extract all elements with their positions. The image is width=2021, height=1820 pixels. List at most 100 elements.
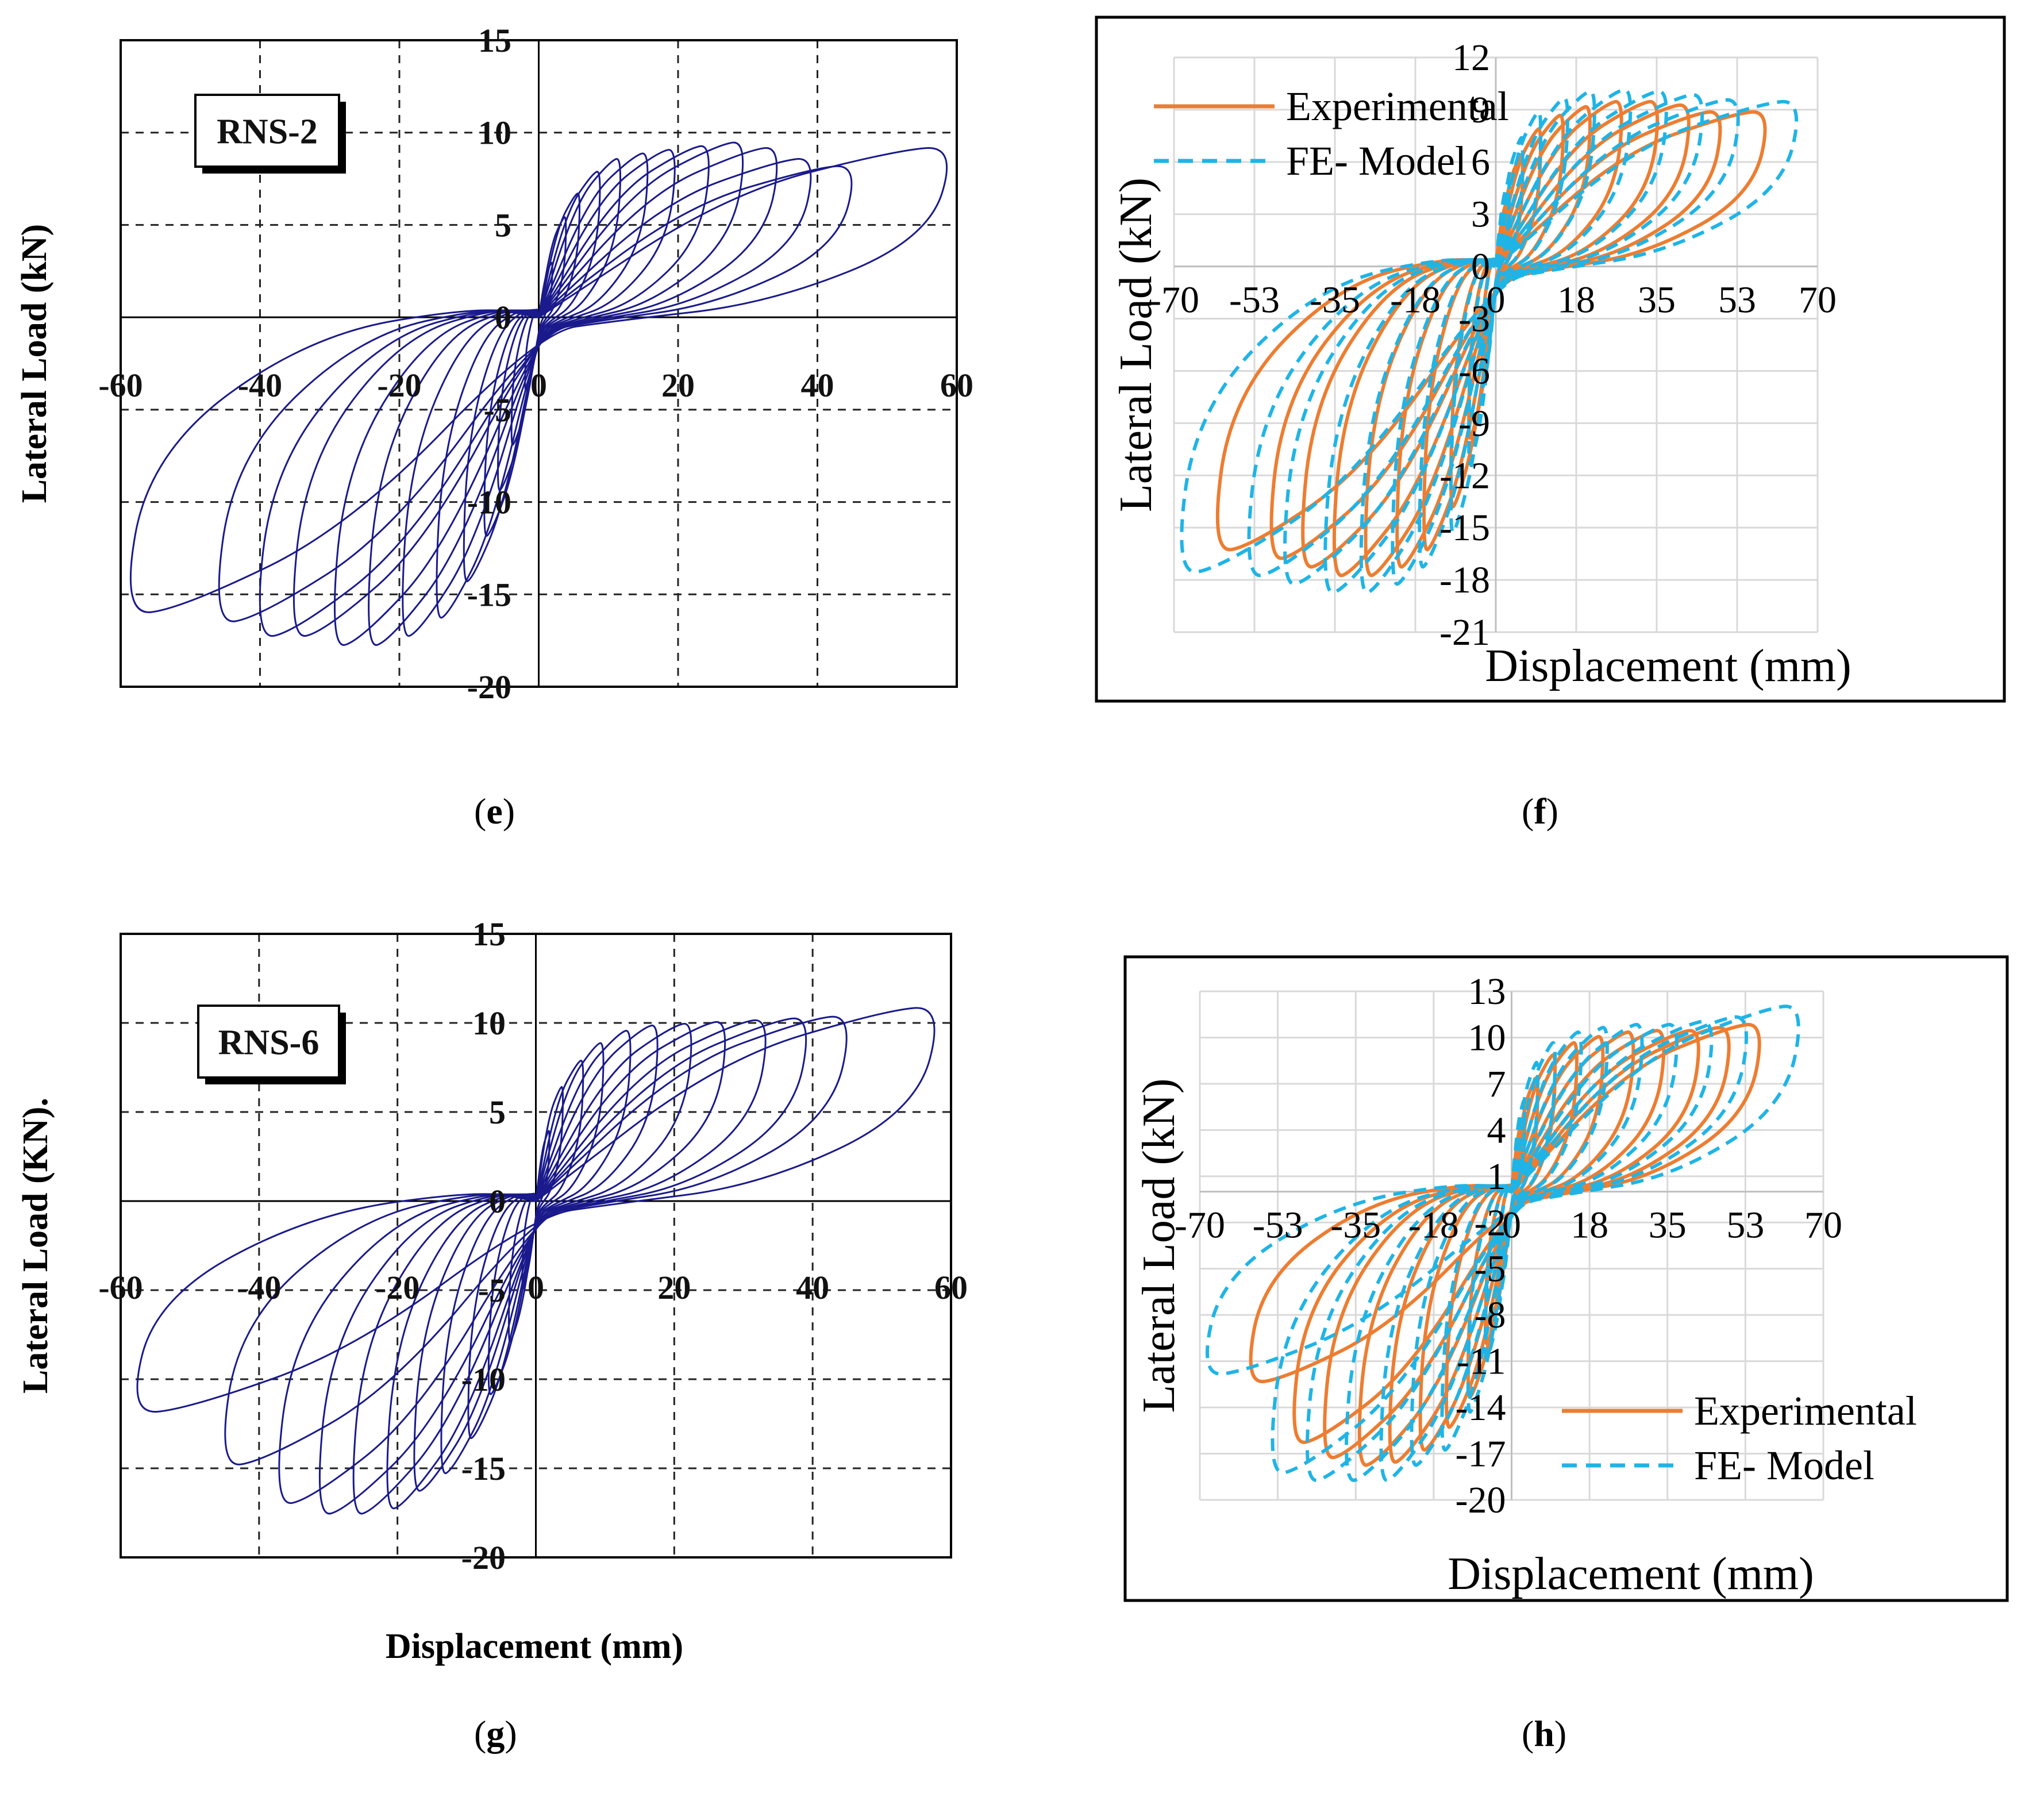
x-tick-label: 0 [1502, 1205, 1521, 1246]
x-tick-label: -20 [375, 1269, 419, 1306]
y-tick-label: -10 [467, 484, 511, 521]
y-tick-label: -5 [484, 391, 511, 429]
chart-panel-g: -60 -40 -20 0 20 40 60 15 10 5 0 -5 -10 -15 -20 Lateral… [0, 885, 1010, 1754]
hysteresis-loop [1345, 1023, 1679, 1482]
x-tick-label: 60 [934, 1269, 968, 1306]
x-tick-label: -53 [1253, 1205, 1303, 1246]
chart-panel-e: -60 -40 -20 0 20 40 60 15 10 5 0 -5 -10 -15 -20 Lateral… [0, 0, 1010, 832]
x-tick-labels: -70 -53 -35 -18 0 18 35 53 70 [1149, 279, 1837, 321]
y-tick-label: -2 [1475, 1202, 1506, 1244]
x-tick-label: -70 [1149, 279, 1199, 321]
y-tick-label: -5 [1475, 1248, 1506, 1290]
hysteresis-loop [1180, 99, 1799, 574]
hysteresis-loop [413, 1025, 659, 1492]
y-tick-label: 6 [1471, 141, 1490, 183]
x-tick-label: 0 [1487, 279, 1506, 321]
chart-e-svg: -60 -40 -20 0 20 40 60 15 10 5 0 -5 -10 -15 -20 Lateral… [15, 22, 973, 706]
y-tick-label: 0 [495, 299, 511, 336]
x-tick-label: 40 [796, 1269, 829, 1306]
hysteresis-loop [1440, 1030, 1583, 1452]
hysteresis-loop [278, 1017, 807, 1505]
legend-label: Experimental [1286, 83, 1509, 129]
hysteresis-loop [334, 141, 744, 646]
hysteresis-loop [292, 147, 778, 637]
legend: Experimental FE- Model [1562, 1388, 1917, 1488]
x-tick-label: 70 [1804, 1205, 1842, 1246]
y-tick-label: 1 [1487, 1156, 1506, 1198]
legend-label: Experimental [1694, 1388, 1917, 1434]
hysteresis-loop [136, 1007, 936, 1413]
legend-label: FE- Model [1286, 138, 1466, 184]
y-tick-label: -5 [478, 1272, 506, 1309]
x-tick-label: -35 [1310, 279, 1360, 321]
x-tick-label: -18 [1408, 1205, 1459, 1246]
hysteresis-loop [1305, 1019, 1714, 1482]
y-tick-label: -12 [1439, 455, 1490, 497]
y-axis-label: Lateral Load (kN) [1111, 178, 1161, 512]
y-tick-label: 4 [1487, 1109, 1506, 1151]
caption-f: (f) [1522, 791, 1558, 832]
hysteresis-loop [1206, 1005, 1800, 1376]
hysteresis-loop [1215, 110, 1767, 552]
caption-e: (e) [474, 791, 515, 832]
hysteresis-loop [1466, 1041, 1557, 1414]
x-tick-labels: -60 -40 -20 0 20 40 60 [98, 367, 973, 404]
hysteresis-loop [1359, 88, 1633, 595]
x-tick-label: 20 [657, 1269, 691, 1306]
hysteresis-loop [1379, 1023, 1644, 1482]
y-tick-labels: 15 10 5 0 -5 -10 -15 -20 [461, 915, 506, 1576]
y-tick-label: 13 [1468, 971, 1506, 1013]
y-axis-label: Lateral Load (KN). [16, 1098, 55, 1394]
x-axis-label: Displacement (mm) [1485, 641, 1851, 691]
y-tick-label: -15 [461, 1450, 506, 1487]
y-tick-label: -11 [1457, 1341, 1506, 1383]
x-tick-label: 53 [1726, 1205, 1764, 1246]
x-tick-label: -20 [377, 367, 421, 404]
y-tick-label: -20 [461, 1539, 506, 1576]
hysteresis-loop [1323, 90, 1668, 595]
x-tick-label: -60 [98, 1269, 143, 1306]
hysteresis-loop [1247, 98, 1740, 578]
y-tick-label: 0 [489, 1183, 506, 1220]
hysteresis-loop [386, 1023, 692, 1510]
hysteresis-loop [259, 158, 812, 637]
x-tick-label: 18 [1557, 279, 1595, 321]
hysteresis-loop [129, 147, 948, 613]
x-tick-label: -70 [1175, 1205, 1225, 1246]
x-tick-label: 35 [1638, 279, 1676, 321]
y-tick-label: -17 [1456, 1433, 1506, 1475]
y-tick-label: -6 [1458, 350, 1490, 392]
y-tick-label: 9 [1471, 89, 1490, 131]
hysteresis-loop [1418, 97, 1569, 569]
x-tick-label: -53 [1229, 279, 1280, 321]
x-tick-label: 20 [661, 367, 695, 404]
chart-frame [1123, 955, 2009, 1602]
x-tick-label: -35 [1330, 1205, 1381, 1246]
chart-frame [1095, 16, 2006, 703]
specimen-label: RNS-2 [217, 113, 318, 152]
hysteresis-loop [224, 1015, 848, 1465]
x-tick-label: -40 [238, 367, 282, 404]
caption-h: (h) [1522, 1713, 1567, 1754]
y-tick-label: 10 [478, 114, 511, 152]
hysteresis-loop [436, 152, 649, 619]
x-tick-label: -40 [237, 1269, 281, 1306]
x-tick-label: 60 [940, 367, 973, 404]
x-tick-label: -18 [1390, 279, 1441, 321]
series-rns-2 [129, 141, 948, 646]
series-fe-model [1180, 88, 1799, 595]
label-box [194, 94, 340, 168]
hysteresis-loop [368, 145, 710, 646]
y-axis-label: Lateral Load (kN) [1134, 1079, 1184, 1413]
x-axis-label: Displacement (mm) [1448, 1549, 1814, 1599]
hysteresis-loop [467, 1042, 605, 1439]
y-tick-label: -15 [1439, 507, 1490, 549]
y-tick-label: 5 [489, 1094, 506, 1131]
y-tick-label: -18 [1439, 559, 1490, 601]
chart-panel-f: -70 -53 -35 -18 0 18 35 53 70 12 9 6 3 0 -3 -6 -9 -12 -15-… [1010, 0, 2021, 832]
y-tick-label: -10 [461, 1361, 506, 1398]
x-tick-label: 0 [530, 367, 547, 404]
chart-g-svg: -60 -40 -20 0 20 40 60 15 10 5 0 -5 -10 -15 -20 Lateral… [16, 915, 968, 1666]
hysteresis-loop [1449, 110, 1543, 534]
